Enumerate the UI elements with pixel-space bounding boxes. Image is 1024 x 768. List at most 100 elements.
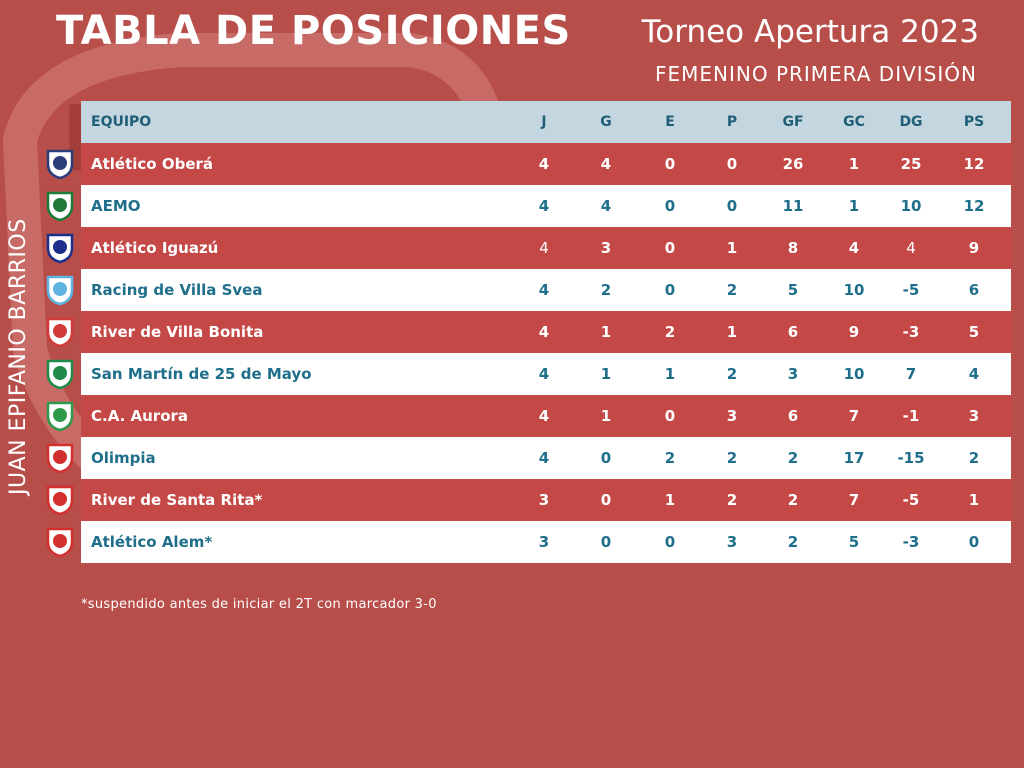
table-row: Olimpia 4 0 2 2 2 17 -15 2 [46,437,1011,479]
stat-gc: 1 [848,155,860,173]
river-sr-crest-icon [46,485,74,516]
stat-ps: 1 [968,491,980,509]
stat-dg: -3 [902,533,920,551]
stat-dg: 25 [900,155,922,173]
stat-p: 2 [726,281,738,299]
header-gf: GF [782,114,804,130]
stat-dg: -3 [902,323,920,341]
header-g: G [600,114,612,130]
aemo-crest-icon [46,191,74,222]
stat-gc: 10 [843,281,865,299]
stat-ps: 4 [968,365,980,383]
stat-gc: 7 [848,491,860,509]
stat-gc: 10 [843,365,865,383]
table-row: Atlético Alem* 3 0 0 3 2 5 -3 0 [46,521,1011,563]
team-name: Atlético Oberá [91,155,214,173]
stat-dg: 10 [900,197,922,215]
stat-ps: 12 [963,155,985,173]
stat-gc: 9 [848,323,860,341]
cai-crest-icon [46,233,74,264]
stat-gf: 6 [787,323,799,341]
table-row: Atlético Oberá 4 4 0 0 26 1 25 12 [46,143,1011,185]
header-ps: PS [963,114,985,130]
stat-e: 2 [664,323,676,341]
stat-g: 2 [600,281,612,299]
stat-gf: 26 [782,155,804,173]
table-body: Atlético Oberá 4 4 0 0 26 1 25 12 AEMO 4 4 0 0 11 1 10 12… [46,143,1011,563]
stat-ps: 12 [963,197,985,215]
standings-table: EQUIPO J G E P GF GC DG PS Atlético Ober… [46,101,1011,563]
stat-g: 4 [600,197,612,215]
stat-dg: 4 [906,239,916,257]
stat-gc: 1 [848,197,860,215]
header-team: EQUIPO [91,114,152,130]
stat-e: 0 [664,197,676,215]
stat-j: 4 [538,407,550,425]
page-title: TABLA DE POSICIONES [56,8,571,54]
stat-g: 0 [600,491,612,509]
table-row: AEMO 4 4 0 0 11 1 10 12 [46,185,1011,227]
team-name: River de Santa Rita* [91,491,263,509]
stat-ps: 6 [968,281,980,299]
table-row: River de Santa Rita* 3 0 1 2 2 7 -5 1 [46,479,1011,521]
stat-e: 0 [664,155,676,173]
stat-e: 0 [664,239,676,257]
stat-gf: 2 [787,533,799,551]
table-row: River de Villa Bonita 4 1 2 1 6 9 -3 5 [46,311,1011,353]
stat-gf: 3 [787,365,799,383]
stat-p: 3 [726,407,738,425]
stat-gf: 6 [787,407,799,425]
table-row: Racing de Villa Svea 4 2 0 2 5 10 -5 6 [46,269,1011,311]
racing-crest-icon [46,275,74,306]
stat-e: 0 [664,407,676,425]
river-vb-crest-icon [46,317,74,348]
stat-j: 3 [538,491,550,509]
header-e: E [665,114,675,130]
team-name: C.A. Aurora [91,407,189,425]
team-name: River de Villa Bonita [91,323,264,341]
table-row: Atlético Iguazú 4 3 0 1 8 4 4 9 [46,227,1011,269]
header-dg: DG [899,114,923,130]
stat-p: 0 [726,155,738,173]
stat-g: 4 [600,155,612,173]
stat-j: 4 [538,365,550,383]
header-gc: GC [843,114,865,130]
division-label: FEMENINO PRIMERA DIVISIÓN [654,62,977,86]
stat-gf: 5 [787,281,799,299]
stat-j: 4 [538,197,550,215]
stat-j: 4 [538,155,550,173]
stat-g: 1 [600,323,612,341]
stat-gf: 2 [787,449,799,467]
footnote: *suspendido antes de iniciar el 2T con m… [81,597,437,612]
stat-p: 1 [726,239,738,257]
stat-p: 2 [726,449,738,467]
stat-dg: -5 [902,491,920,509]
stat-g: 1 [600,365,612,383]
stat-p: 2 [726,365,738,383]
stat-ps: 2 [968,449,980,467]
team-name: Racing de Villa Svea [91,281,263,299]
stat-j: 4 [538,323,550,341]
stat-e: 0 [664,281,676,299]
stat-ps: 5 [968,323,980,341]
header-p: P [726,114,738,130]
stat-j: 4 [539,239,549,257]
stat-j: 3 [538,533,550,551]
stat-gf: 2 [787,491,799,509]
olimpia-crest-icon [46,443,74,474]
team-name: AEMO [91,197,141,215]
stat-ps: 3 [968,407,980,425]
stat-j: 4 [538,449,550,467]
header-j: J [541,114,547,130]
stat-dg: 7 [905,365,917,383]
stat-gc: 17 [843,449,865,467]
table-row: San Martín de 25 de Mayo 4 1 1 2 3 10 7 4 [46,353,1011,395]
stat-g: 3 [600,239,612,257]
team-name: Atlético Alem* [91,533,213,551]
team-name: Atlético Iguazú [91,239,219,257]
stat-e: 1 [664,491,676,509]
csm-crest-icon [46,359,74,390]
table-row: C.A. Aurora 4 1 0 3 6 7 -1 3 [46,395,1011,437]
stat-dg: -15 [897,449,925,467]
stat-dg: -1 [902,407,920,425]
